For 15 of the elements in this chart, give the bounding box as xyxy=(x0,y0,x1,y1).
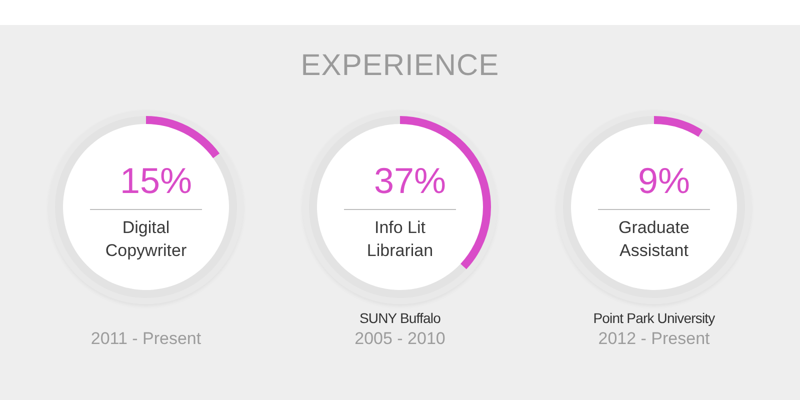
text: Point Park University xyxy=(593,310,715,326)
text: Digital Copywriter xyxy=(105,218,187,260)
donut-slice xyxy=(654,116,703,137)
donut-slice xyxy=(146,116,220,158)
text: Graduate Assistant xyxy=(618,218,690,260)
donut-slice xyxy=(309,116,466,298)
data-label: 37% xyxy=(374,160,446,201)
data-label: 15% xyxy=(120,160,192,201)
text: EXPERIENCE xyxy=(300,49,500,82)
text: Info Lit Librarian xyxy=(366,218,434,260)
text: SUNY Buffalo xyxy=(359,310,441,326)
text: 2012 - Present xyxy=(598,329,710,348)
text: 2005 - 2010 xyxy=(354,329,446,348)
text: 2011 - Present xyxy=(90,329,202,348)
data-label: 9% xyxy=(638,160,690,201)
